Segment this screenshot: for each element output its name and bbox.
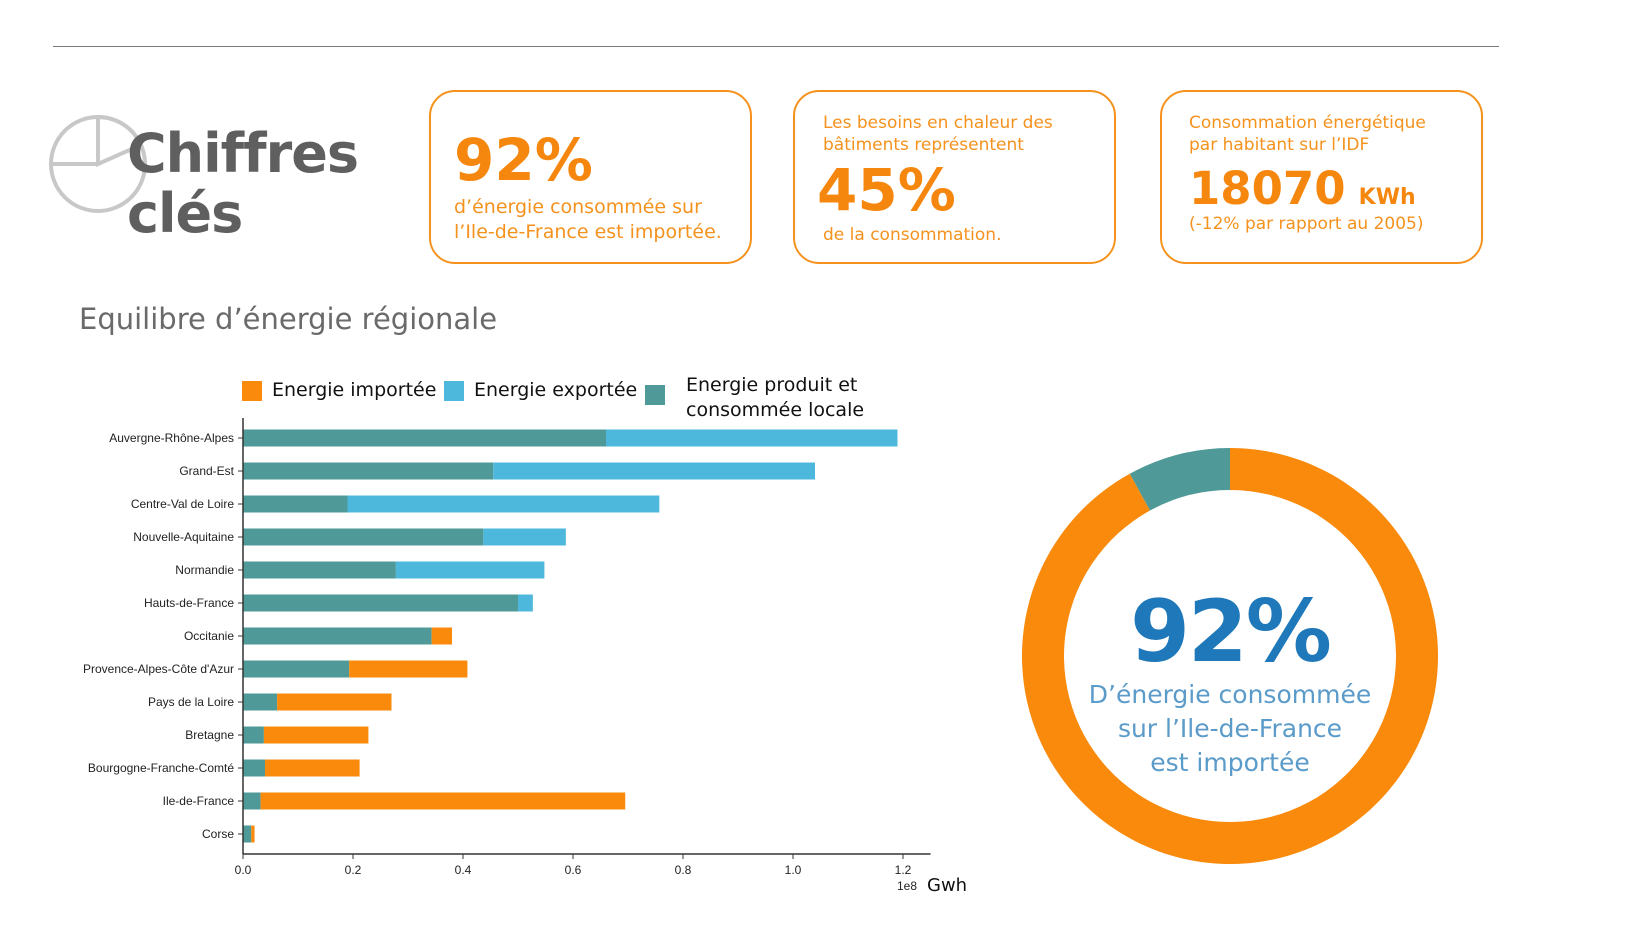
category-label: Auvergne-Rhône-Alpes [109,431,234,445]
bar-segment-0-0 [243,429,606,447]
legend-item-local: Energie produit et consommée locale [686,374,865,421]
bar-segment-1-4 [395,561,545,579]
bar-segment-0-12 [243,825,252,843]
bar-segment-2-7 [349,660,468,678]
category-label: Normandie [175,563,234,577]
bar-segment-2-6 [431,627,452,645]
kpi-pretext: Consommation énergétique par habitant su… [1189,113,1426,155]
kpi-unit: KWh [1358,185,1416,210]
category-label: Occitanie [184,629,234,643]
bar-segment-1-2 [347,495,660,513]
regional-energy-bar-chart: Auvergne-Rhône-Alpes Grand-Est Centre-Val … [83,418,967,896]
category-label: Hauts-de-France [144,596,234,610]
bar-segment-2-9 [263,726,369,744]
bar-segment-0-10 [243,759,265,777]
bar-segment-2-8 [277,693,392,711]
bar-segment-0-3 [243,528,484,546]
bar-segment-2-10 [265,759,360,777]
kpi-text: (-12% par rapport au 2005) [1189,214,1424,234]
category-label: Bretagne [185,728,234,742]
x-tick-label: 0.0 [235,863,252,877]
x-tick-label: 1.0 [785,863,802,877]
kpi-card-imported: 92% d’énergie consommée sur l’Ile-de-Fra… [429,90,752,264]
category-label: Centre-Val de Loire [131,497,234,511]
kpi-value: 45% [817,156,956,224]
category-label: Provence-Alpes-Côte d'Azur [83,662,234,676]
bar-segment-0-4 [243,561,396,579]
pie-chart-icon [48,108,158,224]
kpi-value: 18070 [1189,162,1346,215]
bar-segment-2-12 [251,825,255,843]
kpi-card-consumption: Consommation énergétique par habitant su… [1160,90,1483,264]
kpi-text: d’énergie consommée sur l’Ile-de-France … [454,196,722,243]
category-label: Pays de la Loire [148,695,234,709]
x-tick-label: 0.2 [345,863,362,877]
top-divider [53,46,1499,47]
bar-segment-1-3 [483,528,566,546]
x-scale-label: 1e8 [897,879,917,893]
bar-segment-1-5 [518,594,533,612]
bar-segment-1-0 [606,429,898,447]
legend-item-imported: Energie importée [242,379,436,401]
section-subtitle: Equilibre d’énergie régionale [79,302,498,336]
kpi-text: de la consommation. [823,225,1002,245]
bar-segment-0-2 [243,495,348,513]
bar-segment-0-5 [243,594,518,612]
page-title: Chiffres clés [127,122,359,245]
bar-segment-1-1 [493,462,815,480]
donut-center-value: 92% [1130,582,1332,682]
bar-segment-0-9 [243,726,264,744]
category-label: Nouvelle-Aquitaine [133,530,234,544]
category-label: Corse [202,827,234,841]
legend-swatch [242,380,262,401]
legend-item-exported: Energie exportée [444,379,637,401]
category-label: Grand-Est [179,464,234,478]
bar-segment-0-11 [243,792,261,810]
legend-swatch-local [645,385,665,405]
bar-segment-0-6 [243,627,432,645]
donut-center-caption: D’énergie consommée sur l’Ile-de-France … [1088,680,1372,777]
bar-segment-0-1 [243,462,494,480]
bar-segment-0-7 [243,660,350,678]
category-label: Bourgogne-Franche-Comté [88,761,234,775]
x-tick-label: 0.8 [675,863,692,877]
kpi-pretext: Les besoins en chaleur des bâtiments rep… [823,113,1053,155]
kpi-card-heat: Les besoins en chaleur des bâtiments rep… [793,90,1116,264]
donut-slice-1 [1129,448,1230,511]
bar-segment-0-8 [243,693,278,711]
kpi-value: 92% [454,126,593,194]
import-share-donut [1022,448,1438,864]
x-tick-label: 1.2 [895,863,912,877]
x-unit-label: Gwh [927,875,967,896]
bar-segment-2-11 [260,792,626,810]
category-label: Ile-de-France [163,794,235,808]
x-tick-label: 0.4 [455,863,472,877]
x-tick-label: 0.6 [565,863,582,877]
legend-swatch [444,380,464,401]
